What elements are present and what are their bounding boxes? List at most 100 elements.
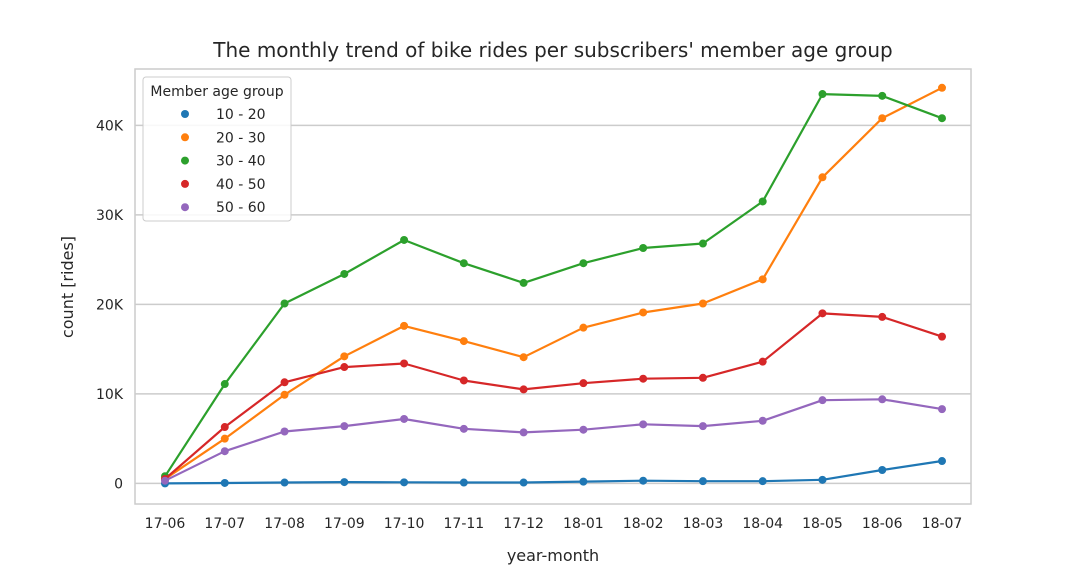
data-point xyxy=(280,390,289,399)
legend: Member age group 10 - 20 20 - 30 30 - 40 40… xyxy=(142,76,292,222)
data-point xyxy=(818,173,827,182)
data-point xyxy=(579,477,588,486)
data-point xyxy=(519,385,528,394)
data-point xyxy=(340,478,349,487)
x-tick-label: 18-05 xyxy=(802,516,843,532)
data-point xyxy=(878,395,887,404)
data-point xyxy=(818,309,827,318)
data-point xyxy=(459,376,468,385)
series-20-30 xyxy=(161,83,946,483)
data-point xyxy=(639,420,648,429)
data-point xyxy=(938,114,946,123)
x-tick-label: 18-06 xyxy=(862,516,903,532)
data-point xyxy=(698,239,707,248)
data-point xyxy=(579,379,588,388)
data-point xyxy=(280,478,289,487)
data-point xyxy=(519,428,528,437)
data-point xyxy=(878,312,887,321)
data-point xyxy=(758,197,767,206)
data-point xyxy=(220,423,229,432)
data-point xyxy=(280,427,289,436)
series-40-50 xyxy=(161,309,946,483)
legend-label: 30 - 40 xyxy=(216,154,266,170)
legend-marker xyxy=(181,110,189,118)
legend-label: 50 - 60 xyxy=(216,200,266,216)
y-axis-ticks: 0 10K 20K 30K 40K xyxy=(96,118,124,492)
legend-marker xyxy=(181,156,189,165)
data-point xyxy=(758,416,767,425)
data-point xyxy=(340,422,349,431)
data-point xyxy=(579,259,588,268)
data-point xyxy=(818,475,827,484)
data-point xyxy=(220,478,229,487)
data-point xyxy=(280,378,289,387)
data-point xyxy=(459,424,468,433)
data-point xyxy=(878,91,887,100)
data-point xyxy=(938,457,946,466)
legend-marker xyxy=(181,203,189,212)
data-point xyxy=(698,477,707,486)
data-point xyxy=(340,269,349,278)
legend-label: 20 - 30 xyxy=(216,130,266,146)
data-point xyxy=(340,352,349,361)
x-tick-label: 18-03 xyxy=(683,516,724,532)
x-axis-ticks: 17-06 17-07 17-08 17-09 17-10 17-11 17-12 18-01… xyxy=(145,516,963,532)
data-point xyxy=(818,396,827,405)
x-tick-label: 18-01 xyxy=(563,516,604,532)
data-point xyxy=(161,476,169,485)
data-point xyxy=(758,275,767,284)
data-point xyxy=(698,422,707,431)
series-30-40 xyxy=(161,90,946,481)
x-tick-label: 18-02 xyxy=(623,516,664,532)
data-point xyxy=(698,299,707,308)
data-point xyxy=(938,83,946,92)
data-point xyxy=(220,434,229,443)
legend-box xyxy=(142,76,292,222)
x-tick-label: 17-12 xyxy=(503,516,544,532)
data-point xyxy=(400,414,409,423)
data-point xyxy=(519,353,528,362)
data-point xyxy=(758,357,767,366)
legend-marker xyxy=(181,133,189,142)
data-point xyxy=(400,321,409,330)
y-tick-label: 10K xyxy=(96,387,124,403)
series-line xyxy=(164,86,943,480)
series-line xyxy=(164,459,943,485)
series-line xyxy=(164,398,943,482)
y-axis-label: count [rides] xyxy=(58,236,77,338)
data-point xyxy=(459,337,468,346)
legend-label: 10 - 20 xyxy=(216,107,266,123)
x-tick-label: 18-07 xyxy=(922,516,963,532)
x-tick-label: 18-04 xyxy=(742,516,783,532)
data-point xyxy=(938,405,946,414)
y-tick-label: 30K xyxy=(96,208,124,224)
data-point xyxy=(519,478,528,487)
data-point xyxy=(758,477,767,486)
legend-marker xyxy=(181,179,189,188)
data-point xyxy=(280,299,289,308)
data-point xyxy=(938,332,946,341)
data-point xyxy=(639,308,648,317)
series-50-60 xyxy=(161,395,946,485)
data-point xyxy=(340,363,349,372)
legend-label: 40 - 50 xyxy=(216,177,266,193)
data-point xyxy=(818,90,827,99)
data-point xyxy=(579,323,588,332)
chart-title: The monthly trend of bike rides per subs… xyxy=(212,38,892,62)
series-line xyxy=(164,92,943,477)
data-point xyxy=(400,478,409,487)
series-group xyxy=(161,83,946,488)
data-point xyxy=(878,114,887,123)
x-tick-label: 17-10 xyxy=(384,516,425,532)
x-tick-label: 17-06 xyxy=(145,516,186,532)
data-point xyxy=(459,478,468,487)
data-point xyxy=(698,373,707,382)
data-point xyxy=(579,425,588,434)
data-point xyxy=(519,278,528,287)
y-tick-label: 20K xyxy=(96,297,124,313)
data-point xyxy=(220,447,229,456)
x-tick-label: 17-09 xyxy=(324,516,365,532)
data-point xyxy=(459,259,468,268)
data-point xyxy=(400,359,409,368)
